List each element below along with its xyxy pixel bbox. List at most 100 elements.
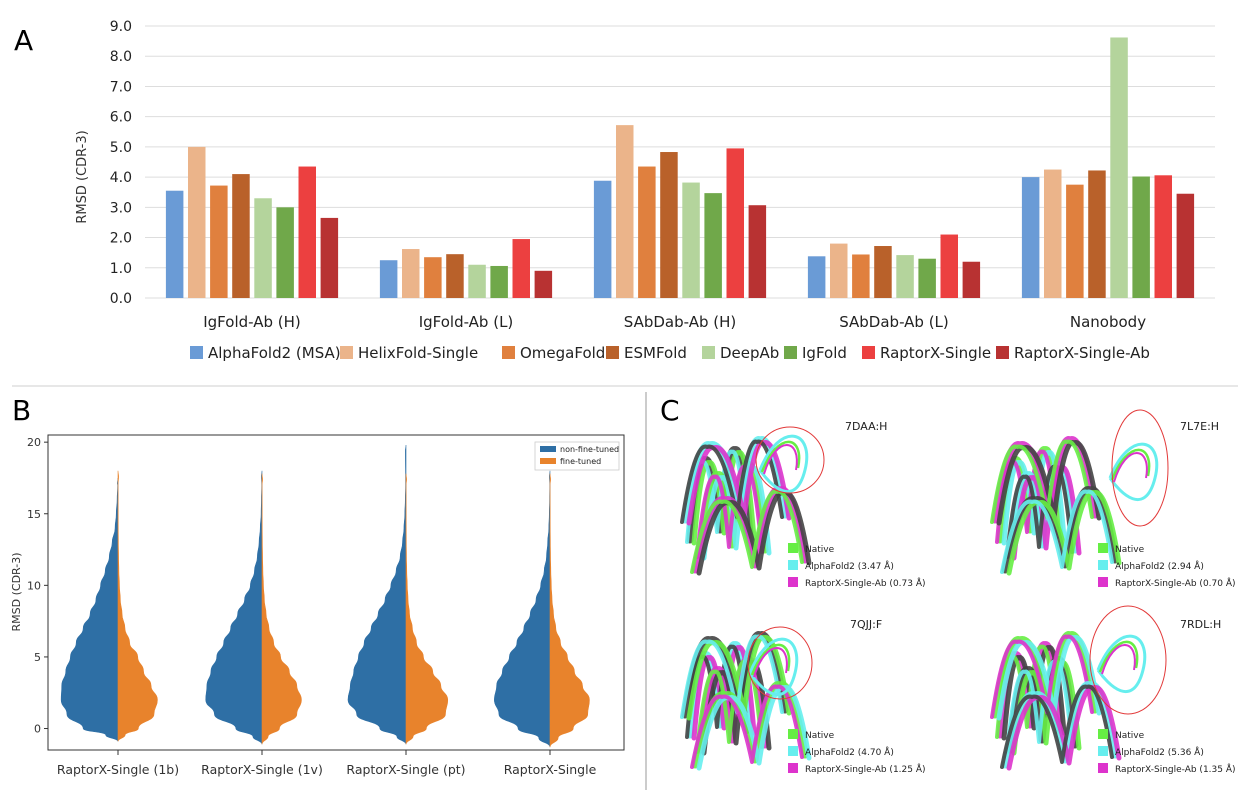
legend-swatch-raptorx-single-ab xyxy=(788,577,798,587)
violin-fine-tuned-0 xyxy=(117,470,158,742)
y-tick-label: 8.0 xyxy=(110,49,132,65)
legend-swatch-fine-tuned xyxy=(540,458,556,464)
y-tick-labels: 0 5 10 15 20 xyxy=(27,436,48,736)
bar-raptorx-single-ab-4 xyxy=(1176,193,1195,298)
y-tick-labels: 0.0 1.0 2.0 3.0 4.0 5.0 6.0 7.0 8.0 9.0 xyxy=(110,19,132,307)
protein-ribbon xyxy=(1000,684,1114,769)
bar-omegafold-3 xyxy=(852,254,870,298)
legend-label-fine-tuned: fine-tuned xyxy=(560,457,601,466)
legend-label: RaptorX-Single-Ab xyxy=(1014,344,1150,362)
cdr3-loop-raptorx xyxy=(763,444,798,475)
bar-raptorx-single-ab-2 xyxy=(748,205,767,298)
bar-raptorx-single-ab-3 xyxy=(962,261,981,298)
bar-omegafold-2 xyxy=(638,166,656,298)
legend-label-native: Native xyxy=(805,731,835,741)
category-label: RaptorX-Single (1v) xyxy=(201,762,323,777)
bar-alphafold2-msa--4 xyxy=(1021,177,1040,298)
category-label: IgFold-Ab (H) xyxy=(203,313,301,331)
legend-swatch-raptorx-single-ab xyxy=(1098,763,1108,773)
bar-deepab-2 xyxy=(682,182,700,298)
category-label: RaptorX-Single (1b) xyxy=(57,762,179,777)
y-tick-label: 7.0 xyxy=(110,79,132,95)
bar-alphafold2-msa--3 xyxy=(807,256,826,298)
bar-esmfold-3 xyxy=(874,246,892,298)
structure-panels: 7DAA:H Native AlphaFold2 (3.47 Å) RaptorX-S… xyxy=(680,409,1236,775)
protein-ribbon xyxy=(1001,450,1067,546)
legend-swatch-raptorx-single-ab xyxy=(1098,577,1108,587)
legend-box xyxy=(534,441,620,471)
category-label: RaptorX-Single xyxy=(504,762,597,777)
y-tick-label: 6.0 xyxy=(110,110,132,126)
legend-label: AlphaFold2 (MSA) xyxy=(208,344,341,362)
protein-ribbon xyxy=(696,490,812,576)
bar-raptorx-single-3 xyxy=(940,234,958,298)
legend-swatch-native xyxy=(788,543,798,553)
legend-swatch-native xyxy=(788,729,798,739)
category-label: Nanobody xyxy=(1070,313,1146,331)
plot-frame xyxy=(47,434,625,751)
legend-swatch-raptorx-single-ab xyxy=(788,763,798,773)
violin-legend: non-fine-tuned fine-tuned xyxy=(534,441,620,471)
y-tick-label: 20 xyxy=(27,436,41,449)
structure-cell-7l7e-h: 7L7E:H Native AlphaFold2 (2.94 Å) RaptorX-S… xyxy=(990,409,1236,589)
cdr3-loop-raptorx xyxy=(753,647,788,678)
legend-label-native: Native xyxy=(805,545,835,555)
cdr3-loop-alphafold2 xyxy=(758,434,809,494)
legend-label-alphafold2: AlphaFold2 (5.36 Å) xyxy=(1115,746,1204,758)
category-label: SAbDab-Ab (L) xyxy=(839,313,949,331)
y-axis-label: RMSD (CDR-3) xyxy=(75,130,90,223)
category-label: IgFold-Ab (L) xyxy=(419,313,514,331)
bar-raptorx-single-ab-1 xyxy=(534,270,553,298)
bar-alphafold2-msa--0 xyxy=(165,190,184,298)
violin-non-fine-tuned-1 xyxy=(205,470,263,745)
legend-label-non-fine-tuned: non-fine-tuned xyxy=(560,445,619,454)
cdr3-loop-native xyxy=(750,643,791,676)
bar-raptorx-single-0 xyxy=(298,166,316,298)
y-tick-label: 5.0 xyxy=(110,140,132,156)
bar-raptorx-single-2 xyxy=(726,148,744,298)
bar-esmfold-4 xyxy=(1088,170,1106,298)
legend-label: HelixFold-Single xyxy=(358,344,478,362)
violin-non-fine-tuned-2 xyxy=(347,445,407,745)
legend-swatch xyxy=(340,346,353,359)
legend-label-raptorx-single-ab: RaptorX-Single-Ab (0.70 Å) xyxy=(1115,577,1236,589)
cdr3-highlight-ellipse xyxy=(755,426,825,494)
y-tick-label: 0.0 xyxy=(110,291,132,307)
cdr3-loop-alphafold2 xyxy=(748,637,799,697)
legend-label-alphafold2: AlphaFold2 (4.70 Å) xyxy=(805,746,894,758)
bar-igfold-3 xyxy=(918,258,936,298)
cdr3-loop-native xyxy=(760,440,801,473)
cdr3-loop-raptorx xyxy=(1101,644,1136,675)
protein-ribbon xyxy=(1000,489,1114,574)
cdr3-highlight-ellipse xyxy=(747,626,813,700)
panel-letter-b: B xyxy=(12,394,31,427)
bar-raptorx-single-ab-0 xyxy=(320,217,339,298)
legend-swatch-native xyxy=(1098,729,1108,739)
structure-id: 7DAA:H xyxy=(845,420,887,433)
y-tick-label: 15 xyxy=(27,508,41,521)
y-tick-label: 1.0 xyxy=(110,261,132,277)
bar-raptorx-single-1 xyxy=(512,239,530,298)
legend-swatch-alphafold2 xyxy=(1098,746,1108,756)
bar-helixfold-single-4 xyxy=(1044,169,1062,298)
legend-swatch-alphafold2 xyxy=(788,560,798,570)
protein-ribbon xyxy=(1006,685,1122,771)
bar-igfold-4 xyxy=(1132,176,1150,298)
legend-label: RaptorX-Single xyxy=(880,344,991,362)
protein-ribbon xyxy=(1011,465,1082,561)
bar-igfold-0 xyxy=(276,207,294,298)
bar-alphafold2-msa--1 xyxy=(379,260,398,298)
y-tick-label: 4.0 xyxy=(110,170,132,186)
legend-swatch xyxy=(502,346,515,359)
cdr3-highlight-ellipse xyxy=(1111,409,1169,527)
bar-helixfold-single-0 xyxy=(188,146,206,298)
legend-label: ESMFold xyxy=(624,344,687,362)
protein-ribbon xyxy=(1011,660,1082,756)
structure-id: 7RDL:H xyxy=(1180,618,1221,631)
legend-label-native: Native xyxy=(1115,545,1145,555)
bar-omegafold-1 xyxy=(424,257,442,298)
structure-cell-7qjj-f: 7QJJ:F Native AlphaFold2 (4.70 Å) RaptorX-S… xyxy=(680,618,926,775)
bar-chart: 0.0 1.0 2.0 3.0 4.0 5.0 6.0 7.0 8.0 9.0 RMSD (CDR… xyxy=(75,19,1215,362)
legend-label: DeepAb xyxy=(720,344,779,362)
